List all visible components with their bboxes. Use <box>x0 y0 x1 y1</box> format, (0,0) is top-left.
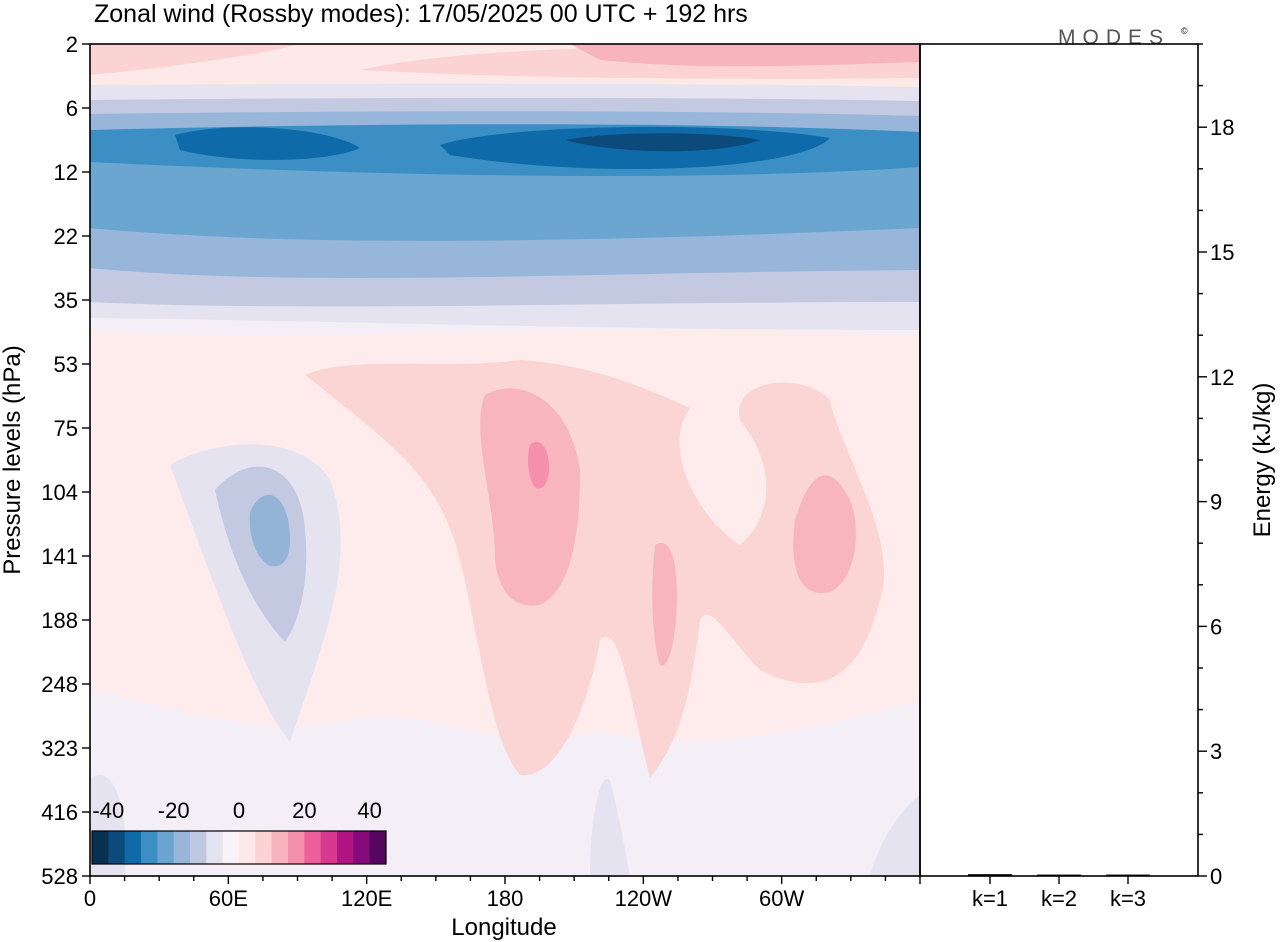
colorbar-swatch <box>206 831 224 864</box>
energy-category-label: k=1 <box>972 886 1008 911</box>
colorbar-labels: -40 -20 0 20 40 <box>92 798 381 823</box>
longitude-tick-label: 120W <box>615 886 673 911</box>
colorbar-swatch <box>320 831 338 864</box>
energy-axis-label: Energy (kJ/kg) <box>1249 383 1276 538</box>
surface-easterly-mid <box>590 778 630 876</box>
energy-category-label: k=3 <box>1110 886 1146 911</box>
colorbar-label: 0 <box>233 798 245 823</box>
energy-bar <box>1037 874 1081 877</box>
pressure-tick-label: 2 <box>66 32 78 57</box>
longitude-axis: 0 60E 120E 180 120W 60W <box>84 876 921 911</box>
band-transition-1 <box>90 300 920 330</box>
pressure-tick-label: 12 <box>54 160 78 185</box>
easterly-lobe-core <box>249 494 290 567</box>
colorbar-swatch <box>369 831 387 864</box>
colorbar-swatch <box>255 831 273 864</box>
energy-axis: 0 3 6 9 12 15 18 <box>1198 43 1234 889</box>
colorbar-swatch <box>353 831 371 864</box>
colorbar-swatch <box>157 831 175 864</box>
pressure-tick-label: 6 <box>66 96 78 121</box>
pressure-tick-label: 188 <box>41 608 78 633</box>
energy-category-label: k=2 <box>1041 886 1077 911</box>
colorbar-swatch <box>271 831 289 864</box>
colorbar-swatch <box>288 831 305 864</box>
energy-tick-label: 3 <box>1210 739 1222 764</box>
pressure-tick-label: 323 <box>41 736 78 761</box>
longitude-tick-label: 60E <box>209 886 248 911</box>
energy-tick-label: 15 <box>1210 240 1234 265</box>
zonal-wind-field <box>90 44 920 876</box>
band-easterly-mid <box>90 160 920 241</box>
energy-bars: k=1 k=2 k=3 <box>968 874 1150 911</box>
energy-bar <box>1106 874 1150 877</box>
westerly-core-120w <box>652 542 677 666</box>
pressure-axis: 2 6 12 22 35 53 75 104 141 188 248 323 416 528 <box>41 32 90 889</box>
band-upper-1 <box>90 109 920 132</box>
colorbar-swatch <box>141 831 158 864</box>
colorbar-label: -40 <box>92 798 124 823</box>
pressure-tick-label: 53 <box>54 352 78 377</box>
westerly-core-180 <box>480 388 580 606</box>
colorbar-frame <box>91 830 387 865</box>
colorbar-label: 40 <box>357 798 381 823</box>
pressure-tick-label: 141 <box>41 544 78 569</box>
colorbar-swatch <box>173 831 191 864</box>
surface-easterly-right <box>870 795 920 876</box>
colorbar-label: 20 <box>292 798 316 823</box>
westerly-peak-180 <box>528 441 550 489</box>
pressure-tick-label: 75 <box>54 416 78 441</box>
band-upper-2 <box>90 95 920 116</box>
energy-tick-label: 6 <box>1210 614 1222 639</box>
westerly-core-60w <box>793 475 856 594</box>
energy-tick-label: 9 <box>1210 490 1222 515</box>
y-axis-label: Pressure levels (hPa) <box>0 345 26 574</box>
longitude-tick-label: 0 <box>84 886 96 911</box>
colorbar-swatch <box>108 831 126 864</box>
pressure-tick-label: 248 <box>41 672 78 697</box>
longitude-tick-label: 120E <box>341 886 392 911</box>
colorbar-swatch <box>190 831 207 864</box>
energy-frame <box>919 43 1199 877</box>
energy-tick-label: 18 <box>1210 115 1234 140</box>
pressure-tick-label: 528 <box>41 864 78 889</box>
westerly-region-outer <box>305 360 885 778</box>
x-axis-label: Longitude <box>451 914 556 941</box>
pressure-tick-label: 104 <box>41 480 78 505</box>
modes-brand-text: MODES <box>1058 26 1170 49</box>
longitude-tick-label: 60W <box>759 886 804 911</box>
colorbar-swatch <box>239 831 256 864</box>
energy-tick-label: 12 <box>1210 365 1234 390</box>
colorbar-swatch <box>92 831 109 864</box>
colorbar-swatch <box>337 831 354 864</box>
jet-core-east-inner <box>565 133 760 152</box>
colorbar-swatch <box>222 831 240 864</box>
colorbar-swatch <box>304 831 322 864</box>
longitude-tick-label: 180 <box>487 886 524 911</box>
energy-tick-label: 0 <box>1210 864 1222 889</box>
pressure-tick-label: 22 <box>54 224 78 249</box>
pressure-tick-label: 416 <box>41 800 78 825</box>
colorbar <box>91 830 387 865</box>
upper-westerly-core <box>570 44 920 67</box>
band-upper-3 <box>90 82 920 101</box>
pressure-tick-label: 35 <box>54 288 78 313</box>
colorbar-label: -20 <box>158 798 190 823</box>
colorbar-swatch <box>124 831 142 864</box>
modes-brand-mark: © <box>1181 26 1188 36</box>
jet-core-west <box>175 127 360 160</box>
upper-westerly-west <box>90 44 300 75</box>
chart-title: Zonal wind (Rossby modes): 17/05/2025 00… <box>94 0 748 28</box>
energy-bar <box>968 874 1012 876</box>
